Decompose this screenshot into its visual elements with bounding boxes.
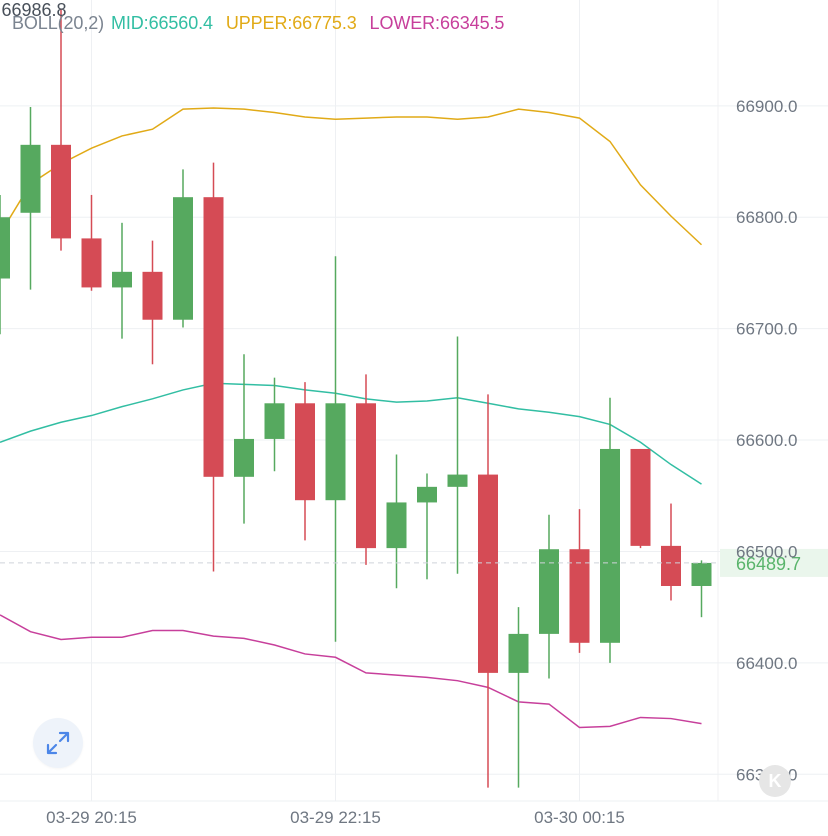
candle-body <box>569 549 590 643</box>
y-tick-label: 66900.0 <box>736 97 797 116</box>
candle-up[interactable] <box>325 256 346 642</box>
y-tick-label: 66400.0 <box>736 654 797 673</box>
candle-body <box>600 448 620 643</box>
grid-lines <box>0 0 828 802</box>
candle-body <box>81 238 102 288</box>
candle-up[interactable] <box>508 607 529 788</box>
candles <box>0 8 712 788</box>
candle-down[interactable] <box>661 503 681 601</box>
mid-value: MID:66560.4 <box>110 13 213 33</box>
boll-legend: BOLL(20,2) MID:66560.4 UPPER:66775.3 LOW… <box>12 12 512 34</box>
candle-body <box>478 474 498 673</box>
candle-body <box>295 403 315 501</box>
max-price-label: 66986.8 <box>2 0 67 20</box>
candle-up[interactable] <box>234 354 254 524</box>
upper-value: UPPER:66775.3 <box>225 13 357 33</box>
candle-body <box>691 562 712 586</box>
candle-body <box>630 448 651 546</box>
watermark-logo: K <box>759 765 791 797</box>
upper-band-line <box>0 107 703 246</box>
candle-body <box>325 403 346 501</box>
mid-band-line <box>0 382 702 485</box>
candle-body <box>20 144 41 213</box>
current-price-label: 66489.7 <box>736 554 801 574</box>
candle-up[interactable] <box>0 194 10 335</box>
candle-up[interactable] <box>417 473 437 580</box>
fullscreen-button[interactable] <box>33 718 83 768</box>
candle-down[interactable] <box>203 162 224 572</box>
y-tick-label: 66600.0 <box>736 431 797 450</box>
candle-up[interactable] <box>112 222 132 339</box>
candle-body <box>0 217 10 279</box>
candle-body <box>386 502 407 549</box>
x-tick-label: 03-29 22:15 <box>290 808 381 827</box>
candle-body <box>142 271 163 320</box>
candle-body <box>173 197 193 320</box>
candle-up[interactable] <box>386 454 407 589</box>
y-tick-label: 66800.0 <box>736 208 797 227</box>
candle-up[interactable] <box>447 336 468 574</box>
candle-down[interactable] <box>51 8 71 251</box>
candle-body <box>356 403 376 549</box>
candle-up[interactable] <box>20 106 41 290</box>
candle-body <box>661 545 681 586</box>
candle-down[interactable] <box>630 448 651 549</box>
y-tick-label: 66700.0 <box>736 320 797 339</box>
candle-body <box>417 486 437 503</box>
candle-body <box>112 271 132 288</box>
x-tick-label: 03-29 20:15 <box>46 808 137 827</box>
current-price-box <box>720 548 828 577</box>
candle-down[interactable] <box>142 240 163 365</box>
candle-down[interactable] <box>356 374 376 565</box>
indicator-name: BOLL(20,2) <box>12 13 105 33</box>
x-tick-label: 03-30 00:15 <box>534 808 625 827</box>
candle-down[interactable] <box>478 394 498 788</box>
candle-body <box>51 144 71 239</box>
candle-down[interactable] <box>569 509 590 653</box>
lower-value: LOWER:66345.5 <box>369 13 505 33</box>
candle-down[interactable] <box>81 194 102 291</box>
candle-up[interactable] <box>600 397 620 663</box>
candle-body <box>203 197 224 477</box>
candle-up[interactable] <box>264 377 285 472</box>
candle-body <box>539 549 559 634</box>
expand-icon <box>46 731 70 755</box>
candle-up[interactable] <box>691 560 712 618</box>
candle-body <box>447 474 468 487</box>
candle-body <box>508 633 529 673</box>
candle-up[interactable] <box>539 514 559 679</box>
candle-body <box>234 438 254 477</box>
bollinger-bands <box>0 107 703 729</box>
candle-down[interactable] <box>295 382 315 541</box>
candle-up[interactable] <box>173 169 193 328</box>
y-tick-label: 66500.0 <box>736 542 797 561</box>
lower-band-line <box>0 614 702 729</box>
axes: 66300.066400.066500.066600.066700.066800… <box>46 97 797 827</box>
candle-body <box>264 403 285 439</box>
